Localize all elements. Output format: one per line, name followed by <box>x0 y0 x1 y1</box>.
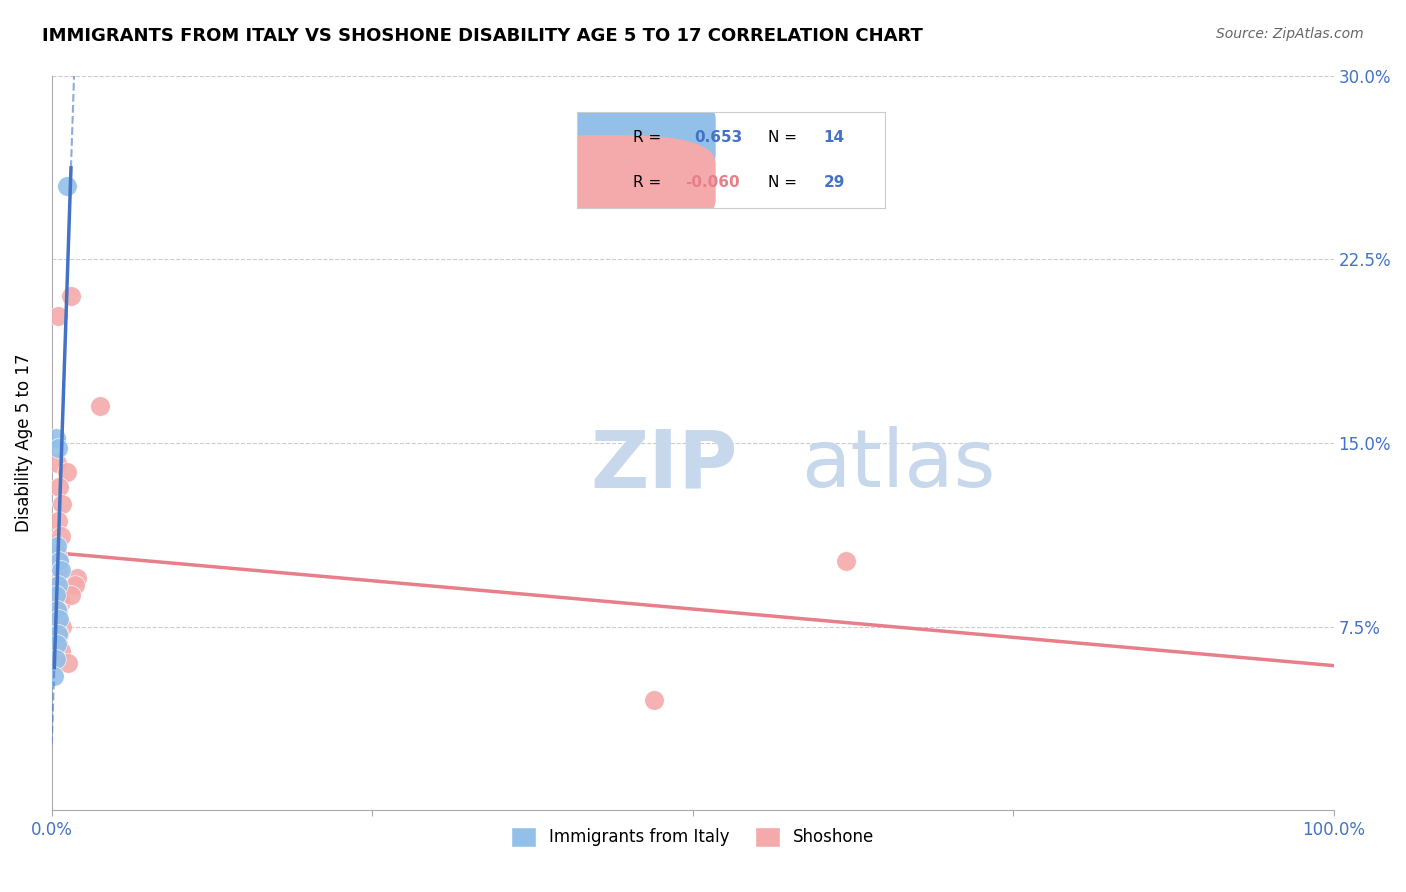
Point <box>58 657 80 671</box>
Point <box>51 497 73 511</box>
Point <box>45 588 67 602</box>
Point <box>45 546 67 560</box>
Point <box>49 529 72 543</box>
Point <box>63 578 86 592</box>
Point <box>59 588 82 602</box>
Text: IMMIGRANTS FROM ITALY VS SHOSHONE DISABILITY AGE 5 TO 17 CORRELATION CHART: IMMIGRANTS FROM ITALY VS SHOSHONE DISABI… <box>42 27 924 45</box>
Point <box>835 553 858 567</box>
Point <box>46 578 69 592</box>
Point <box>56 466 79 480</box>
Text: Source: ZipAtlas.com: Source: ZipAtlas.com <box>1216 27 1364 41</box>
Point <box>45 571 67 585</box>
Text: ZIP: ZIP <box>591 426 737 504</box>
Point <box>45 612 67 626</box>
Point <box>45 456 67 470</box>
Point <box>45 651 67 665</box>
Point <box>49 644 72 658</box>
Point <box>51 620 73 634</box>
Point <box>49 563 72 577</box>
Point <box>44 669 66 683</box>
Point <box>45 431 67 445</box>
Point <box>48 612 70 626</box>
Point <box>46 602 69 616</box>
Point <box>59 289 82 303</box>
Point <box>56 178 79 193</box>
Point <box>46 309 69 323</box>
Point <box>48 588 70 602</box>
Point <box>46 441 69 455</box>
Point <box>643 693 665 707</box>
Point <box>66 571 89 585</box>
Point <box>45 578 67 592</box>
Point <box>48 480 70 494</box>
Point <box>45 539 67 553</box>
Point <box>89 399 111 413</box>
Legend: Immigrants from Italy, Shoshone: Immigrants from Italy, Shoshone <box>505 820 882 854</box>
Point <box>48 553 70 567</box>
Point <box>45 637 67 651</box>
Point <box>46 563 69 577</box>
Y-axis label: Disability Age 5 to 17: Disability Age 5 to 17 <box>15 354 32 533</box>
Point <box>45 651 67 665</box>
Point <box>48 627 70 641</box>
Text: atlas: atlas <box>801 426 995 504</box>
Point <box>45 602 67 616</box>
Point <box>49 595 72 609</box>
Point <box>48 553 70 567</box>
Point <box>46 515 69 529</box>
Point <box>46 637 69 651</box>
Point <box>46 627 69 641</box>
